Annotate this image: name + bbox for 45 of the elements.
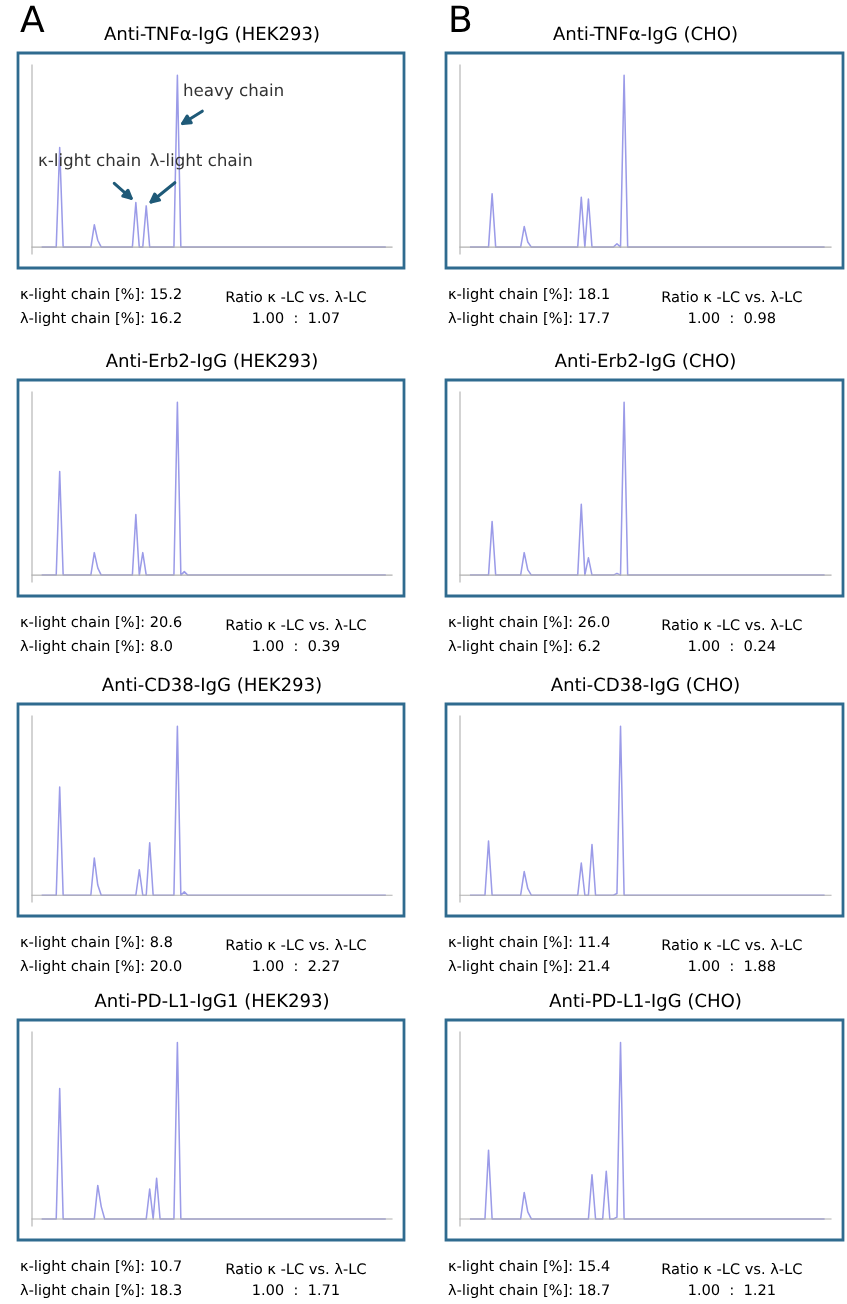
text: Ratio κ -LC vs. λ-LC xyxy=(226,290,366,303)
text: λ-light chain [%]: 16.2 xyxy=(20,311,181,327)
text: Ratio κ -LC vs. λ-LC xyxy=(226,1262,366,1275)
text: 1.00 : 0.24 xyxy=(689,640,776,652)
text: 1.00 : 1.07 xyxy=(253,312,339,324)
text: 1.00 : 0.98 xyxy=(689,312,776,324)
text: 1.00 : 1.71 xyxy=(253,1284,339,1296)
text: κ-light chain [%]: 18.1 xyxy=(449,287,609,303)
text: 1.00 : 1.88 xyxy=(689,960,776,972)
annotation: heavy chain xyxy=(184,83,283,100)
text: λ-light chain [%]: 21.4 xyxy=(448,959,610,975)
text: κ-light chain [%]: 11.4 xyxy=(449,935,610,951)
text: λ-light chain [%]: 8.0 xyxy=(20,639,172,655)
text: κ-light chain [%]: 15.4 xyxy=(449,1259,610,1275)
chart-title: Anti-Erb2-IgG (HEK293) xyxy=(105,353,317,371)
chart-title: Anti-TNFα-IgG (CHO) xyxy=(553,26,737,44)
chart-title: Anti-TNFα-IgG (HEK293) xyxy=(104,26,319,44)
annotation: κ-light chain xyxy=(39,153,140,170)
chart-title: Anti-CD38-IgG (HEK293) xyxy=(101,677,321,695)
text: 1.00 : 2.27 xyxy=(253,960,339,972)
text: Ratio κ -LC vs. λ-LC xyxy=(226,618,366,631)
text: λ-light chain [%]: 20.0 xyxy=(20,959,182,975)
chart-title: Anti-PD-L1-IgG (CHO) xyxy=(549,993,741,1011)
text: Ratio κ -LC vs. λ-LC xyxy=(662,1262,802,1275)
chart-title: Anti-Erb2-IgG (CHO) xyxy=(554,353,735,371)
text: A xyxy=(20,5,45,32)
text: λ-light chain [%]: 18.7 xyxy=(448,1283,609,1299)
text: Ratio κ -LC vs. λ-LC xyxy=(662,618,802,631)
text: κ-light chain [%]: 15.2 xyxy=(21,287,181,303)
text: 1.00 : 0.39 xyxy=(253,640,340,652)
text: B xyxy=(451,5,471,32)
text: κ-light chain [%]: 20.6 xyxy=(21,615,182,631)
text: λ-light chain [%]: 18.3 xyxy=(20,1283,182,1299)
text: λ-light chain [%]: 6.2 xyxy=(448,639,600,655)
text: κ-light chain [%]: 26.0 xyxy=(449,615,610,631)
text: 1.00 : 1.21 xyxy=(689,1284,775,1296)
chart-title: Anti-PD-L1-IgG1 (HEK293) xyxy=(94,993,329,1011)
text: λ-light chain [%]: 17.7 xyxy=(448,311,609,327)
text: κ-light chain [%]: 10.7 xyxy=(21,1259,181,1275)
text: Ratio κ -LC vs. λ-LC xyxy=(226,938,366,951)
text: Ratio κ -LC vs. λ-LC xyxy=(662,290,802,303)
annotation: λ-light chain xyxy=(150,153,252,170)
text: κ-light chain [%]: 8.8 xyxy=(21,935,172,951)
text: Ratio κ -LC vs. λ-LC xyxy=(662,938,802,951)
chart-title: Anti-CD38-IgG (CHO) xyxy=(550,677,739,695)
